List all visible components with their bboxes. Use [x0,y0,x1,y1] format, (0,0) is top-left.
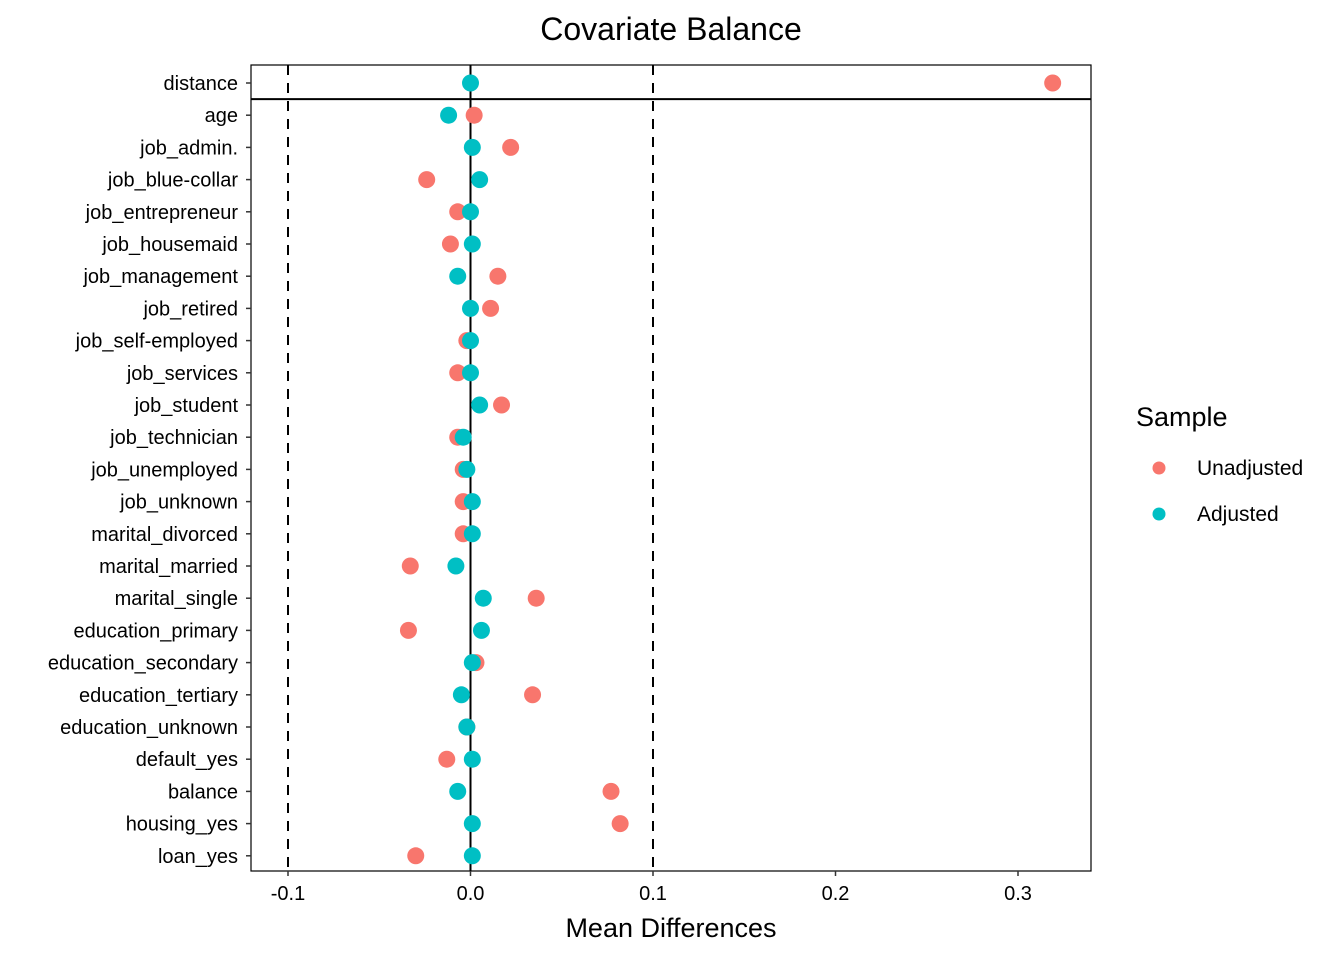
x-axis-title: Mean Differences [565,913,776,943]
y-tick-label: marital_single [115,588,238,610]
y-tick-label: marital_divorced [91,524,238,546]
point-adjusted [471,171,489,189]
y-tick-label: job_services [126,363,238,385]
y-axis: distance age job_admin. job_blue-collar job_… [48,73,251,868]
point-unadjusted [418,171,436,189]
y-tick-label: job_student [134,395,239,417]
x-tick-label: 0.3 [1004,883,1032,905]
y-tick-label: education_unknown [60,717,238,739]
y-tick-label: housing_yes [126,814,238,836]
point-adjusted [462,299,479,317]
point-adjusted [440,106,458,124]
legend-key-unadjusted [1152,461,1166,475]
panel-border [250,64,1092,872]
y-tick-label: job_entrepreneur [85,202,239,224]
y-tick-label: loan_yes [158,846,238,868]
y-tick-label: balance [168,781,238,803]
x-tick-label: -0.1 [271,883,305,905]
point-unadjusted [482,299,500,317]
legend-label-adjusted: Adjusted [1197,503,1279,526]
chart-title: Covariate Balance [540,11,801,47]
y-tick-label: job_technician [109,427,238,449]
point-unadjusted [407,847,425,865]
point-unadjusted [602,782,620,800]
y-tick-label: education_tertiary [79,685,238,707]
y-tick-label: age [205,105,238,127]
point-unadjusted [611,815,629,833]
point-adjusted [462,364,479,382]
y-tick-label: job_housemaid [101,234,238,256]
plot-panel [250,64,1092,872]
point-unadjusted [524,686,542,704]
point-adjusted [474,589,492,607]
point-adjusted [452,686,470,704]
y-tick-label: education_secondary [48,653,238,675]
legend: Sample Unadjusted Adjusted [1136,402,1303,526]
y-tick-label: education_primary [73,620,238,642]
point-adjusted [463,654,481,672]
point-adjusted [449,267,467,285]
data-points [399,74,1062,865]
legend-key-adjusted [1152,507,1166,521]
point-unadjusted [1044,74,1062,92]
point-adjusted [463,235,481,253]
x-tick-label: 0.1 [639,883,667,905]
point-unadjusted [399,621,417,639]
x-axis: -0.1 0.0 0.1 0.2 0.3 [271,871,1032,905]
y-tick-label: job_management [82,266,238,288]
point-adjusted [463,525,481,543]
y-tick-label: job_self-employed [75,331,238,353]
point-adjusted [472,621,490,639]
y-tick-label: job_admin. [139,137,238,159]
point-unadjusted [489,267,507,285]
y-tick-label: job_unemployed [90,459,238,481]
point-unadjusted [441,235,459,253]
point-unadjusted [493,396,511,414]
x-tick-label: 0.2 [822,883,850,905]
point-adjusted [458,718,476,736]
legend-label-unadjusted: Unadjusted [1197,457,1303,480]
y-tick-label: job_blue-collar [107,170,238,192]
point-adjusted [447,557,465,575]
point-adjusted [458,460,476,478]
point-unadjusted [401,557,419,575]
point-adjusted [463,815,481,833]
point-adjusted [449,782,467,800]
y-tick-label: job_retired [142,298,238,320]
y-tick-label: distance [164,73,239,95]
legend-title: Sample [1136,402,1228,432]
point-unadjusted [527,589,545,607]
point-unadjusted [502,138,520,156]
point-adjusted [462,203,479,221]
x-tick-label: 0.0 [457,883,485,905]
point-adjusted [454,428,472,446]
point-adjusted [463,750,481,768]
point-unadjusted [465,106,483,124]
point-unadjusted [438,750,456,768]
y-tick-label: default_yes [136,749,238,771]
point-unadjusted [449,203,467,221]
point-adjusted [463,847,481,865]
y-tick-label: marital_married [99,556,238,578]
point-unadjusted [449,364,467,382]
point-adjusted [462,332,479,350]
y-tick-label: job_unknown [119,492,238,514]
point-adjusted [463,138,481,156]
point-adjusted [462,74,479,92]
point-adjusted [463,493,481,511]
point-adjusted [471,396,489,414]
